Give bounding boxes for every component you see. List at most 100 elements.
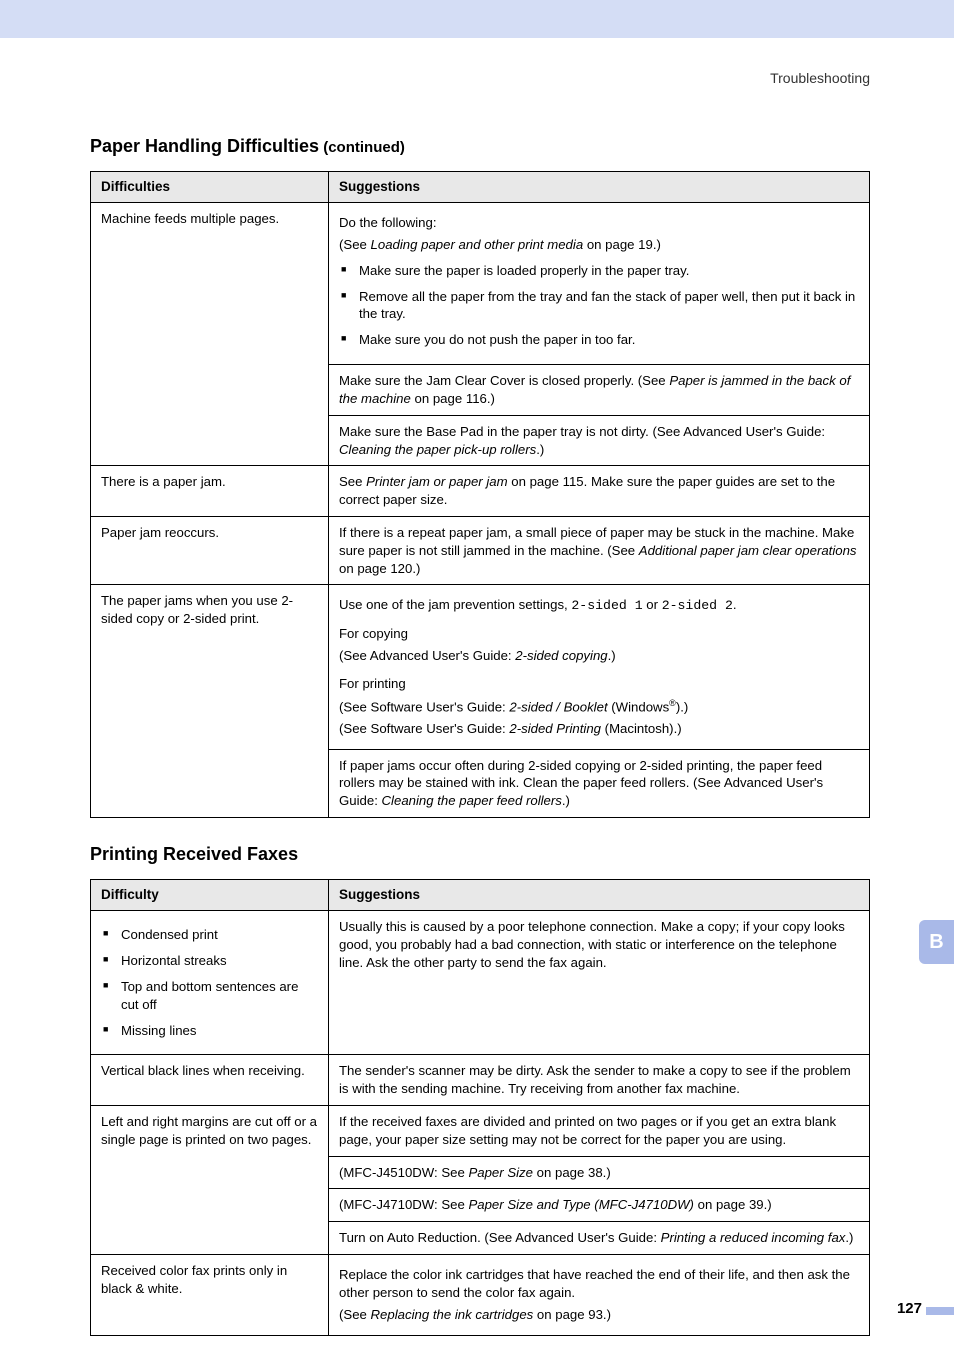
page-content: Troubleshooting Paper Handling Difficult… [90,70,870,1362]
t: (See Software User's Guide: [339,699,509,714]
cell-difficulty: Left and right margins are cut off or a … [91,1106,329,1255]
t: ® [669,698,676,708]
section-tab: B [919,920,954,964]
t: Make sure the Base Pad in the paper tray… [339,424,825,439]
t: (See [339,1307,371,1322]
t: 2-sided 1 [571,598,642,613]
t: .) [845,1230,853,1245]
table-row: The paper jams when you use 2-sided copy… [91,585,870,749]
list-item: Top and bottom sentences are cut off [101,978,318,1014]
table-header-row: Difficulty Suggestions [91,880,870,911]
t: See [339,474,366,489]
cell-suggestion: Replace the color ink cartridges that ha… [329,1255,870,1335]
text: Do the following: [339,214,859,232]
section2-title: Printing Received Faxes [90,844,870,865]
cell-difficulty: There is a paper jam. [91,466,329,517]
t: Cleaning the paper feed rollers [382,793,562,808]
table-row: There is a paper jam. See Printer jam or… [91,466,870,517]
t: or [643,597,662,612]
t: (See Advanced User's Guide: [339,648,515,663]
cell-suggestion: If the received faxes are divided and pr… [329,1106,870,1157]
list-item: Condensed print [101,926,318,944]
t: Additional paper jam clear operations [639,543,857,558]
cell-suggestion: If paper jams occur often during 2-sided… [329,749,870,817]
cell-difficulty: The paper jams when you use 2-sided copy… [91,585,329,818]
table-row: Received color fax prints only in black … [91,1255,870,1335]
t: (Macintosh).) [601,721,682,736]
col-suggestions: Suggestions [329,172,870,203]
t: Paper Size and Type (MFC-J4710DW) [468,1197,693,1212]
t: (See [339,237,371,252]
bullet-list: Condensed print Horizontal streaks Top a… [101,926,318,1039]
t: .) [536,442,544,457]
col-suggestions: Suggestions [329,880,870,911]
table-row: Machine feeds multiple pages. Do the fol… [91,203,870,365]
table-row: Vertical black lines when receiving. The… [91,1055,870,1106]
col-difficulties: Difficulties [91,172,329,203]
t: Replacing the ink cartridges [371,1307,534,1322]
cell-difficulty: Vertical black lines when receiving. [91,1055,329,1106]
t: Paper Size [468,1165,533,1180]
text: (See Loading paper and other print media… [339,236,859,254]
text: (See Advanced User's Guide: 2-sided copy… [339,647,859,665]
t: on page 19.) [583,237,661,252]
section1-title: Paper Handling Difficulties (continued) [90,136,870,157]
table-row: Left and right margins are cut off or a … [91,1106,870,1157]
t: (Windows [608,699,670,714]
t: . [733,597,737,612]
cell-suggestion: (MFC-J4510DW: See Paper Size on page 38.… [329,1156,870,1189]
cell-suggestion: Usually this is caused by a poor telepho… [329,911,870,1055]
list-item: Make sure you do not push the paper in t… [339,331,859,349]
t: Loading paper and other print media [371,237,584,252]
col-difficulty: Difficulty [91,880,329,911]
t: .) [562,793,570,808]
t: Printer jam or paper jam [366,474,507,489]
chapter-header: Troubleshooting [90,70,870,86]
cell-suggestion: Make sure the Base Pad in the paper tray… [329,415,870,466]
cell-difficulty: Machine feeds multiple pages. [91,203,329,466]
text: Replace the color ink cartridges that ha… [339,1266,859,1302]
t: ).) [676,699,688,714]
t: Turn on Auto Reduction. (See Advanced Us… [339,1230,661,1245]
t: (MFC-J4510DW: See [339,1165,468,1180]
cell-difficulty: Paper jam reoccurs. [91,516,329,584]
list-item: Remove all the paper from the tray and f… [339,288,859,324]
t: Use one of the jam prevention settings, [339,597,571,612]
bullet-list: Make sure the paper is loaded properly i… [339,262,859,349]
t: Make sure the Jam Clear Cover is closed … [339,373,669,388]
cell-suggestion: Do the following: (See Loading paper and… [329,203,870,365]
list-item: Horizontal streaks [101,952,318,970]
t: Printing a reduced incoming fax [661,1230,846,1245]
cell-suggestion: See Printer jam or paper jam on page 115… [329,466,870,517]
text: Use one of the jam prevention settings, … [339,596,859,615]
top-bar [0,0,954,38]
list-item: Missing lines [101,1022,318,1040]
text: For copying [339,625,859,643]
t: on page 120.) [339,561,420,576]
table-received-faxes: Difficulty Suggestions Condensed print H… [90,879,870,1335]
cell-suggestion: Make sure the Jam Clear Cover is closed … [329,365,870,416]
section1-title-main: Paper Handling Difficulties [90,136,319,156]
text: For printing [339,675,859,693]
table-row: Paper jam reoccurs. If there is a repeat… [91,516,870,584]
t: 2-sided copying [515,648,607,663]
table-header-row: Difficulties Suggestions [91,172,870,203]
t: 2-sided / Booklet [509,699,607,714]
t: on page 39.) [694,1197,772,1212]
t: on page 38.) [533,1165,611,1180]
cell-suggestion: (MFC-J4710DW: See Paper Size and Type (M… [329,1189,870,1222]
page-number: 127 [897,1300,922,1317]
t: 2-sided Printing [509,721,601,736]
cell-suggestion: Turn on Auto Reduction. (See Advanced Us… [329,1222,870,1255]
table-paper-handling: Difficulties Suggestions Machine feeds m… [90,171,870,818]
table-row: Condensed print Horizontal streaks Top a… [91,911,870,1055]
list-item: Make sure the paper is loaded properly i… [339,262,859,280]
cell-suggestion: Use one of the jam prevention settings, … [329,585,870,749]
cell-difficulty: Received color fax prints only in black … [91,1255,329,1335]
t: 2-sided 2 [662,598,733,613]
text: (See Software User's Guide: 2-sided / Bo… [339,697,859,716]
t: (MFC-J4710DW: See [339,1197,468,1212]
t: Cleaning the paper pick-up rollers [339,442,536,457]
page-number-bar [926,1307,954,1315]
text: (See Software User's Guide: 2-sided Prin… [339,720,859,738]
